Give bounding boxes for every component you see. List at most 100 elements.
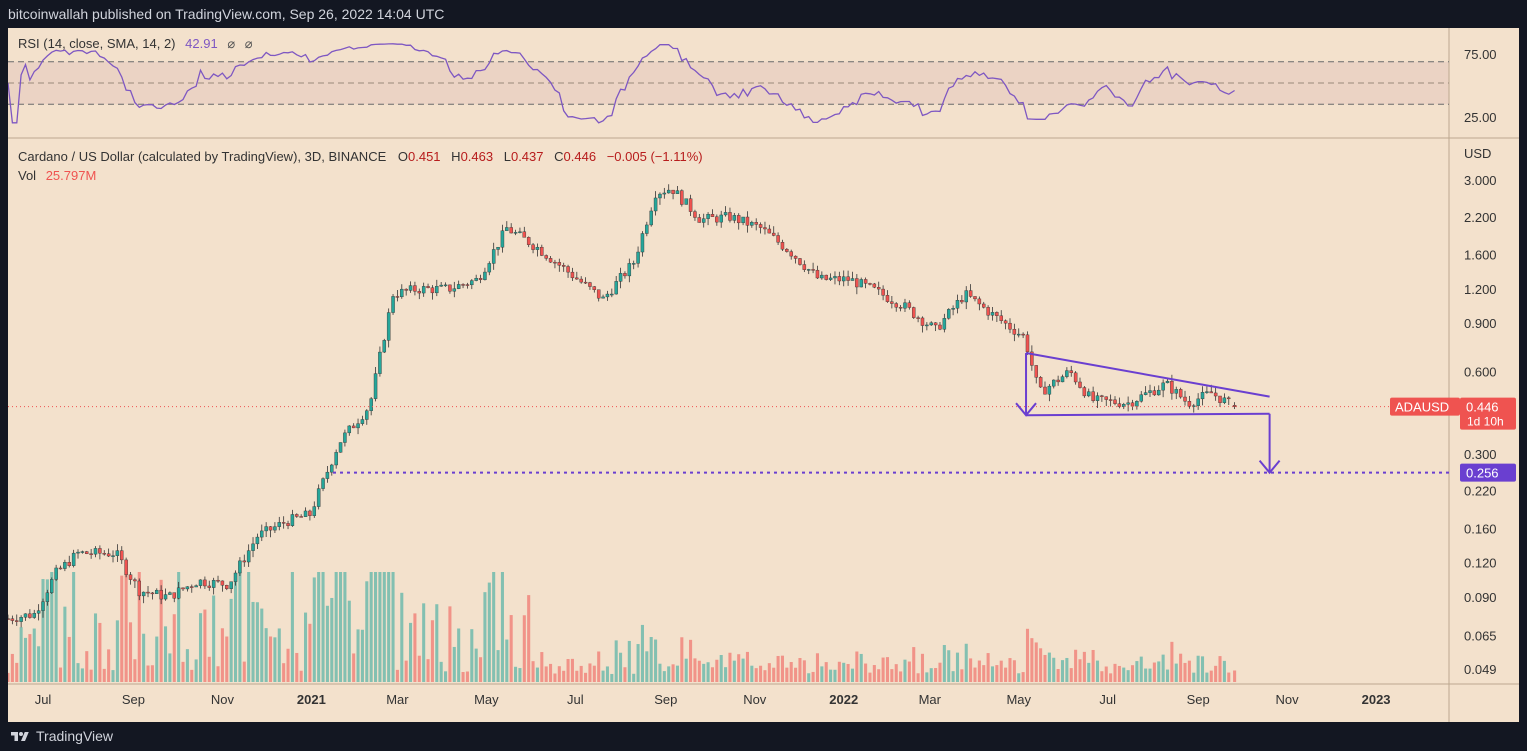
footer-brand[interactable]: TradingView <box>0 722 1527 751</box>
candle-body <box>1113 399 1117 404</box>
rsi-axis-label-25: 25.00 <box>1464 110 1497 125</box>
volume-bar <box>163 626 168 682</box>
volume-bar <box>1034 642 1038 682</box>
volume-bar <box>242 661 246 682</box>
candle-body <box>334 452 338 466</box>
candle-body <box>413 285 417 292</box>
candle-body <box>58 567 63 570</box>
candle-body <box>850 278 855 281</box>
candle-body <box>513 232 518 234</box>
volume-bar <box>1135 661 1139 682</box>
volume-bar <box>562 670 566 682</box>
volume-bar <box>807 673 811 682</box>
volume-bar <box>216 666 220 682</box>
publisher-header: bitcoinwallah published on TradingView.c… <box>0 0 1527 28</box>
candle-body <box>54 567 58 580</box>
candle-body <box>505 227 509 231</box>
volume-bar <box>45 579 49 682</box>
price-tick-label: 0.090 <box>1464 590 1497 605</box>
candle-body <box>977 298 982 305</box>
volume-bar <box>675 665 679 682</box>
candle-body <box>1030 351 1034 366</box>
volume-bar <box>470 629 474 682</box>
candle-body <box>211 579 216 588</box>
candle-body <box>426 286 430 288</box>
rsi-legend-extra1: ⌀ <box>227 36 235 51</box>
time-tick-label: Sep <box>122 692 145 707</box>
volume-bar <box>767 663 771 682</box>
candle-body <box>102 553 106 555</box>
symbol-tag-text: ADAUSD <box>1395 400 1449 415</box>
volume-bar <box>409 622 413 682</box>
target-arrow-head <box>1258 459 1281 475</box>
time-tick-label: Jul <box>1099 692 1116 707</box>
volume-bar <box>728 652 732 682</box>
volume-bar <box>58 667 63 682</box>
volume-bar <box>251 601 255 682</box>
candle-body <box>295 514 299 517</box>
volume-bar <box>207 656 211 682</box>
candle-body <box>540 246 544 256</box>
volume-bar <box>15 662 19 682</box>
volume-bar <box>1069 668 1073 682</box>
candle-body <box>483 271 487 280</box>
volume-bar <box>1196 655 1200 682</box>
triangle-support-line[interactable] <box>1026 412 1270 417</box>
candle-body <box>373 373 378 399</box>
candle-body <box>338 442 343 453</box>
volume-bar <box>605 666 609 682</box>
candle-body <box>658 193 662 199</box>
volume-bar <box>1082 651 1086 682</box>
volume-bar <box>920 653 925 682</box>
candle-body <box>386 312 391 341</box>
candle-body <box>968 290 973 297</box>
candle-body <box>93 548 98 555</box>
volume-bar <box>601 670 605 682</box>
candle-body <box>1165 380 1170 384</box>
volume-bar <box>820 666 824 682</box>
candle-body <box>146 591 150 594</box>
target-price-tag: 0.256 <box>1460 463 1516 482</box>
volume-bar <box>1017 673 1021 682</box>
volume-bar <box>150 665 154 682</box>
time-tick-label: Mar <box>386 692 409 707</box>
volume-bar <box>619 652 623 682</box>
volume-bar <box>859 653 863 682</box>
triangle-upper-trendline[interactable] <box>1025 352 1270 398</box>
volume-bar <box>745 651 749 682</box>
volume-bar <box>352 653 356 682</box>
volume-bar <box>837 661 841 682</box>
candle-body <box>1232 405 1237 407</box>
rsi-legend-value: 42.91 <box>185 36 218 51</box>
volume-bar <box>1030 638 1034 682</box>
candle-body <box>76 551 80 554</box>
volume-bar <box>264 628 268 682</box>
candle-body <box>163 594 168 600</box>
candle-body <box>824 274 828 280</box>
candle-body <box>911 307 916 318</box>
candle-body <box>408 285 413 291</box>
volume-bar <box>802 660 806 682</box>
descending-triangle-pattern[interactable] <box>1015 352 1281 475</box>
candle-body <box>461 284 465 286</box>
volume-bar <box>102 668 106 682</box>
price-tick-label: 0.120 <box>1464 556 1497 571</box>
volume-bar <box>549 663 553 682</box>
chart-area[interactable]: RSI (14, close, SMA, 14, 2) 42.91 ⌀ ⌀ 75… <box>8 28 1519 722</box>
volume-bar <box>28 634 32 682</box>
time-axis[interactable]: Jul Sep Nov 2021 Mar May Jul Sep Nov 2022 Mar May Ju… <box>35 692 1391 707</box>
candle-body <box>28 613 32 618</box>
volume-bar <box>732 660 736 682</box>
price-axis[interactable]: 3.000 2.200 1.600 1.200 0.900 0.600 0.300 0.220… <box>1464 173 1497 677</box>
candle-body <box>596 289 601 299</box>
volume-bar <box>1047 652 1051 682</box>
volume-bar <box>1008 658 1012 682</box>
candle-body <box>185 586 190 590</box>
candle-body <box>1227 397 1231 400</box>
candle-body <box>1008 322 1012 330</box>
candle-body <box>828 277 833 280</box>
volume-bar <box>969 658 973 682</box>
candle-body <box>137 580 141 597</box>
candle-body <box>23 613 28 618</box>
candle-body <box>557 262 562 266</box>
